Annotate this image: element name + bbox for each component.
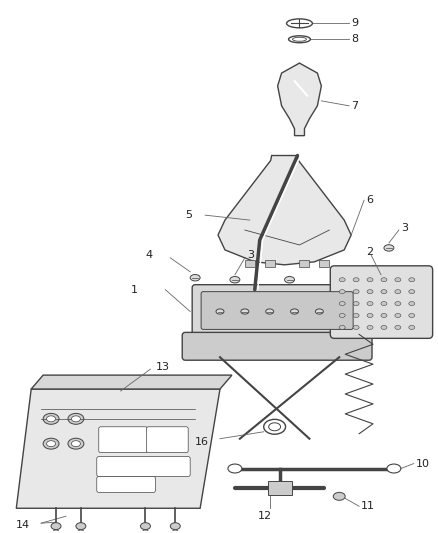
FancyBboxPatch shape [97, 457, 190, 477]
Polygon shape [31, 375, 232, 389]
Ellipse shape [46, 416, 56, 422]
Ellipse shape [395, 289, 401, 294]
Ellipse shape [315, 309, 323, 314]
FancyBboxPatch shape [97, 477, 155, 492]
Ellipse shape [395, 278, 401, 282]
Ellipse shape [367, 302, 373, 305]
Ellipse shape [333, 492, 345, 500]
FancyBboxPatch shape [201, 292, 353, 329]
Ellipse shape [381, 326, 387, 329]
Ellipse shape [339, 278, 345, 282]
Ellipse shape [353, 289, 359, 294]
Text: 6: 6 [366, 195, 373, 205]
Ellipse shape [285, 277, 294, 283]
Ellipse shape [264, 419, 286, 434]
Ellipse shape [409, 289, 415, 294]
Ellipse shape [290, 309, 298, 314]
Ellipse shape [381, 313, 387, 318]
Polygon shape [278, 63, 321, 135]
FancyBboxPatch shape [99, 427, 148, 453]
Ellipse shape [71, 416, 81, 422]
Ellipse shape [293, 37, 307, 41]
Ellipse shape [172, 530, 178, 533]
Text: 1: 1 [131, 285, 138, 295]
Polygon shape [16, 389, 220, 508]
Ellipse shape [46, 441, 56, 447]
Text: 11: 11 [361, 501, 375, 511]
Text: 13: 13 [155, 362, 170, 372]
FancyBboxPatch shape [330, 266, 433, 338]
Ellipse shape [190, 274, 200, 281]
Ellipse shape [395, 313, 401, 318]
Ellipse shape [339, 289, 345, 294]
Ellipse shape [367, 313, 373, 318]
Ellipse shape [53, 530, 59, 533]
Ellipse shape [43, 438, 59, 449]
Ellipse shape [409, 313, 415, 318]
Ellipse shape [230, 277, 240, 283]
Ellipse shape [142, 530, 148, 533]
Ellipse shape [409, 302, 415, 305]
Ellipse shape [339, 302, 345, 305]
Ellipse shape [353, 326, 359, 329]
Text: 10: 10 [416, 458, 430, 469]
Polygon shape [218, 156, 351, 265]
Text: 14: 14 [16, 520, 30, 530]
Ellipse shape [367, 289, 373, 294]
Text: 2: 2 [366, 247, 373, 257]
Text: 5: 5 [185, 210, 192, 220]
Ellipse shape [381, 278, 387, 282]
Ellipse shape [409, 278, 415, 282]
Ellipse shape [71, 441, 81, 447]
Ellipse shape [68, 438, 84, 449]
Ellipse shape [43, 414, 59, 424]
Bar [245, 260, 255, 267]
Text: 7: 7 [351, 101, 358, 111]
Text: 12: 12 [258, 511, 272, 521]
Ellipse shape [216, 309, 224, 314]
Ellipse shape [68, 414, 84, 424]
Ellipse shape [170, 523, 180, 530]
Ellipse shape [286, 19, 312, 28]
Ellipse shape [387, 464, 401, 473]
Ellipse shape [228, 464, 242, 473]
Bar [300, 260, 309, 267]
Ellipse shape [339, 313, 345, 318]
Ellipse shape [367, 278, 373, 282]
Ellipse shape [381, 302, 387, 305]
Ellipse shape [395, 326, 401, 329]
Ellipse shape [395, 302, 401, 305]
Bar [268, 481, 292, 495]
Ellipse shape [353, 313, 359, 318]
Ellipse shape [353, 278, 359, 282]
Text: 8: 8 [351, 34, 358, 44]
Ellipse shape [76, 523, 86, 530]
FancyBboxPatch shape [146, 427, 188, 453]
Ellipse shape [367, 326, 373, 329]
Bar [265, 260, 275, 267]
FancyBboxPatch shape [192, 285, 362, 338]
Ellipse shape [268, 423, 281, 431]
Ellipse shape [78, 530, 84, 533]
Ellipse shape [51, 523, 61, 530]
Ellipse shape [353, 302, 359, 305]
Text: 9: 9 [351, 18, 358, 28]
Text: 3: 3 [247, 250, 254, 260]
Ellipse shape [241, 309, 249, 314]
Bar [319, 260, 329, 267]
FancyBboxPatch shape [182, 333, 372, 360]
Text: 16: 16 [195, 437, 209, 447]
Ellipse shape [381, 289, 387, 294]
Text: 3: 3 [401, 223, 408, 233]
Text: 4: 4 [145, 250, 152, 260]
Ellipse shape [141, 523, 150, 530]
Ellipse shape [409, 326, 415, 329]
Ellipse shape [289, 36, 311, 43]
Ellipse shape [339, 326, 345, 329]
Ellipse shape [384, 245, 394, 251]
Ellipse shape [266, 309, 274, 314]
